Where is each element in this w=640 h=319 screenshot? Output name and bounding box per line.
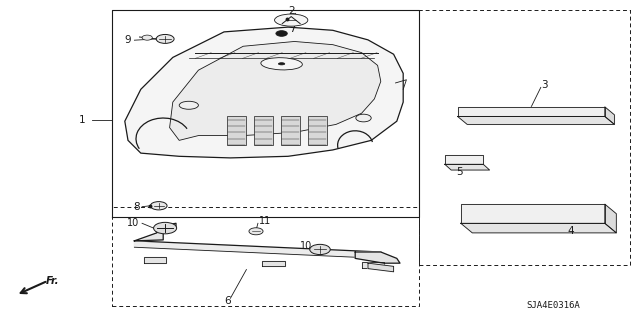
Polygon shape — [605, 204, 616, 233]
PathPatch shape — [308, 116, 327, 145]
Text: 10: 10 — [300, 241, 312, 251]
Polygon shape — [134, 223, 176, 241]
Polygon shape — [605, 107, 614, 124]
Ellipse shape — [278, 63, 285, 65]
PathPatch shape — [125, 27, 403, 158]
Polygon shape — [461, 204, 605, 223]
Text: 4: 4 — [568, 226, 574, 236]
Text: 9: 9 — [125, 35, 131, 45]
Text: 7: 7 — [289, 24, 296, 34]
PathPatch shape — [227, 116, 246, 145]
Text: 1: 1 — [79, 115, 85, 125]
Polygon shape — [445, 155, 483, 164]
Circle shape — [276, 31, 287, 36]
Polygon shape — [445, 164, 490, 170]
PathPatch shape — [170, 41, 381, 140]
Text: 8: 8 — [133, 202, 140, 212]
Ellipse shape — [261, 58, 302, 70]
Circle shape — [154, 222, 177, 234]
Text: 11: 11 — [259, 216, 271, 226]
Text: 6: 6 — [224, 296, 230, 307]
PathPatch shape — [281, 116, 300, 145]
Circle shape — [156, 34, 174, 43]
Text: 10: 10 — [127, 218, 140, 228]
Polygon shape — [144, 257, 166, 263]
Circle shape — [150, 202, 167, 210]
Polygon shape — [134, 241, 381, 258]
Text: 2: 2 — [288, 6, 294, 16]
Circle shape — [249, 228, 263, 235]
Text: 5: 5 — [456, 167, 463, 177]
Ellipse shape — [179, 101, 198, 109]
Circle shape — [310, 244, 330, 255]
Text: 3: 3 — [541, 79, 547, 90]
Text: Fr.: Fr. — [46, 276, 60, 286]
Polygon shape — [362, 262, 384, 268]
Ellipse shape — [275, 14, 308, 26]
Text: SJA4E0316A: SJA4E0316A — [527, 301, 580, 310]
Polygon shape — [458, 116, 614, 124]
Polygon shape — [461, 223, 616, 233]
Polygon shape — [458, 107, 605, 116]
PathPatch shape — [254, 116, 273, 145]
Polygon shape — [262, 261, 285, 266]
Polygon shape — [355, 252, 400, 263]
Circle shape — [142, 35, 152, 40]
Polygon shape — [368, 263, 394, 272]
Circle shape — [356, 114, 371, 122]
